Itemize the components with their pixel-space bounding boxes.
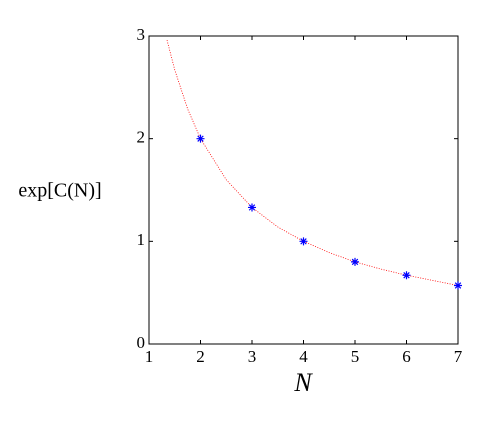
point xyxy=(454,281,462,290)
x-tick-label: 1 xyxy=(145,347,154,366)
x-tick-label: 6 xyxy=(402,347,411,366)
x-axis-label: N xyxy=(293,368,313,397)
point xyxy=(248,203,256,212)
y-tick-label: 0 xyxy=(137,333,146,352)
point xyxy=(299,237,308,246)
y-tick-label: 3 xyxy=(137,25,146,44)
x-tick-label: 3 xyxy=(248,347,257,366)
x-tick-label: 2 xyxy=(196,347,205,366)
point xyxy=(351,257,359,266)
y-tick-label: 1 xyxy=(137,230,146,249)
x-tick-label: 4 xyxy=(299,347,308,366)
point xyxy=(196,134,205,143)
curve xyxy=(166,40,459,286)
y-axis-label: exp[C(N)] xyxy=(18,180,101,202)
x-tick-label: 7 xyxy=(454,347,463,366)
y-tick-label: 2 xyxy=(137,128,146,147)
point xyxy=(402,271,411,280)
x-tick-label: 5 xyxy=(351,347,360,366)
plot-frame xyxy=(148,35,459,345)
